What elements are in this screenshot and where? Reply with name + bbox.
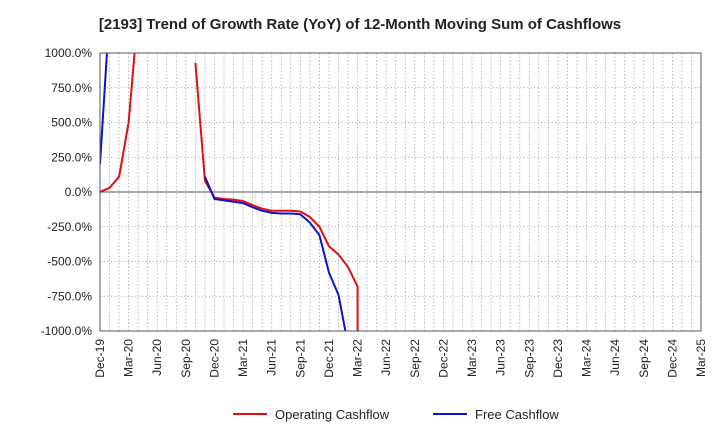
- series-line-operating-cashflow: [100, 53, 359, 331]
- x-tick-label: Mar-20: [122, 339, 136, 377]
- x-axis-ticks: Dec-19 Mar-20 Jun-20 Sep-20 Dec-20 Mar-21 Jun-…: [93, 339, 708, 378]
- x-tick-label: Dec-23: [551, 339, 565, 378]
- y-tick-label: 750.0%: [51, 81, 92, 95]
- x-tick-label: Dec-21: [322, 339, 336, 378]
- plot-frame: [99, 52, 702, 332]
- y-tick-label: 250.0%: [51, 150, 92, 164]
- legend-item-operating-cashflow: Operating Cashflow: [233, 404, 389, 424]
- grid-lines: [99, 52, 702, 332]
- y-tick-label: 1000.0%: [45, 46, 93, 60]
- x-tick-label: Dec-22: [436, 339, 450, 378]
- x-tick-label: Mar-23: [465, 339, 479, 377]
- x-tick-label: Sep-20: [179, 339, 193, 378]
- x-tick-label: Mar-25: [694, 339, 708, 377]
- y-tick-label: -500.0%: [47, 255, 92, 269]
- x-tick-label: Sep-21: [293, 339, 307, 378]
- y-tick-label: -250.0%: [47, 220, 92, 234]
- x-tick-label: Dec-20: [207, 339, 221, 378]
- y-tick-label: -1000.0%: [41, 324, 93, 338]
- legend-label-operating-cashflow: Operating Cashflow: [275, 406, 390, 422]
- y-tick-label: -750.0%: [47, 289, 92, 303]
- series-line-free-cashflow: [100, 53, 347, 331]
- x-tick-label: Mar-22: [351, 339, 365, 377]
- x-tick-label: Jun-21: [265, 339, 279, 376]
- legend-label-free-cashflow: Free Cashflow: [475, 406, 559, 422]
- x-tick-label: Dec-19: [93, 339, 107, 378]
- x-tick-label: Sep-23: [522, 339, 536, 378]
- x-tick-label: Mar-24: [580, 339, 594, 377]
- x-tick-label: Jun-20: [150, 339, 164, 376]
- x-tick-label: Jun-23: [494, 339, 508, 376]
- x-tick-label: Jun-22: [379, 339, 393, 376]
- x-tick-label: Sep-22: [408, 339, 422, 378]
- x-tick-label: Jun-24: [608, 339, 622, 376]
- x-tick-label: Sep-24: [637, 339, 651, 378]
- legend-swatch-operating-cashflow: [233, 413, 267, 415]
- legend-swatch-free-cashflow: [433, 413, 467, 415]
- y-axis-ticks: -1000.0% -750.0% -500.0% -250.0% 0.0% 250.0% 5…: [41, 46, 93, 338]
- chart-title: [2193] Trend of Growth Rate (YoY) of 12-…: [98, 16, 622, 33]
- y-tick-label: 500.0%: [51, 116, 92, 130]
- legend: Operating Cashflow Free Cashflow: [0, 404, 720, 424]
- x-tick-label: Dec-24: [665, 339, 679, 378]
- x-tick-label: Mar-21: [236, 339, 250, 377]
- legend-item-free-cashflow: Free Cashflow: [433, 404, 559, 424]
- series-layer: [100, 53, 359, 331]
- y-tick-label: 0.0%: [65, 185, 93, 199]
